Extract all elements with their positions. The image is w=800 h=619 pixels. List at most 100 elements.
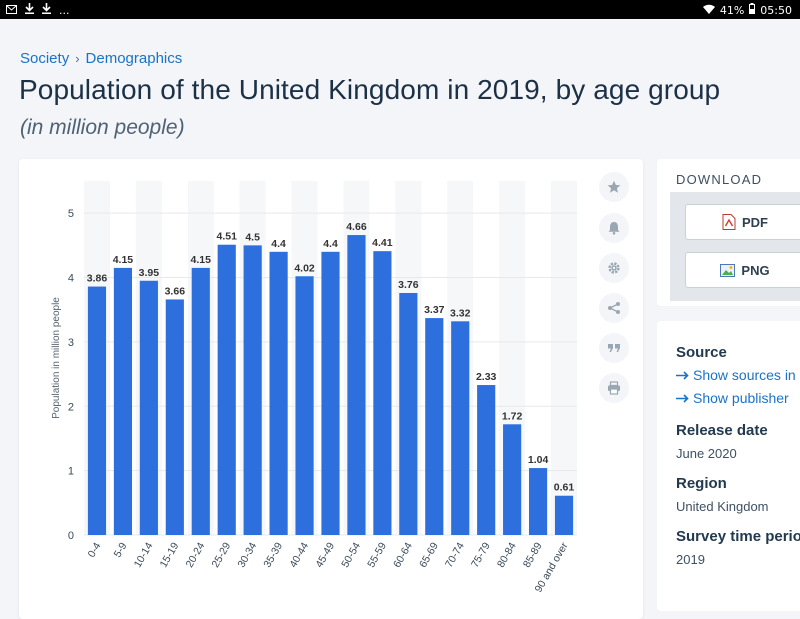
print-button[interactable] (599, 373, 629, 403)
download-icon (25, 3, 34, 17)
y-tick-label: 4 (68, 273, 74, 285)
image-file-icon (720, 263, 736, 277)
chart-card: 0 1 2 3 4 5 Population in million people 3.86 0-… (19, 159, 643, 619)
arrow-right-icon (676, 370, 689, 380)
bar (321, 251, 340, 536)
x-tick-label: 55-59 (365, 540, 389, 569)
battery-percent: 41% (719, 3, 745, 17)
region-heading: Region (676, 475, 727, 492)
x-tick-label: 25-29 (209, 540, 233, 569)
bar (554, 495, 574, 535)
bar-value-label: 4.51 (216, 231, 237, 243)
notification-button[interactable] (599, 213, 629, 243)
bar (373, 251, 392, 535)
page-subtitle: (in million people) (20, 116, 185, 139)
y-tick-label: 3 (68, 337, 74, 349)
bar-value-label: 1.72 (502, 410, 523, 422)
share-icon (608, 302, 620, 314)
x-tick-label: 60-64 (391, 540, 415, 569)
show-sources-label: Show sources in (693, 367, 796, 383)
star-icon (607, 180, 621, 193)
bar-value-label: 4.66 (346, 221, 367, 233)
bar (399, 292, 418, 535)
pdf-label: PDF (742, 214, 768, 230)
x-tick-label: 30-34 (235, 540, 259, 569)
download-title: DOWNLOAD (676, 172, 763, 187)
breadcrumb-society[interactable]: Society (20, 50, 70, 67)
bar (113, 267, 133, 535)
x-tick-label: 35-39 (261, 540, 285, 569)
status-bar: ... 41% 05:50 (0, 0, 800, 19)
download-icon (42, 3, 51, 17)
y-tick-label: 2 (68, 401, 74, 413)
y-tick-label: 5 (68, 208, 74, 220)
x-tick-label: 80-84 (495, 540, 519, 569)
bar (165, 299, 184, 535)
release-date-heading: Release date (676, 422, 768, 439)
settings-button[interactable] (599, 253, 629, 283)
more-icon: ... (59, 3, 70, 17)
x-tick-label: 40-44 (287, 540, 311, 569)
x-tick-label: 5-9 (112, 540, 130, 559)
bar-value-label: 4.02 (294, 262, 315, 274)
share-button[interactable] (599, 293, 629, 323)
y-tick-label: 1 (68, 466, 74, 478)
bar-value-label: 0.61 (554, 482, 575, 494)
battery-icon (749, 3, 756, 17)
column-shade (551, 181, 577, 535)
bell-icon (608, 222, 620, 235)
wifi-icon (702, 4, 715, 17)
png-label: PNG (741, 262, 770, 278)
cite-button[interactable] (599, 333, 629, 363)
x-tick-label: 50-54 (339, 540, 363, 569)
arrow-right-icon (676, 393, 689, 403)
info-card: Source Show sources in Show publisher Re… (657, 321, 800, 611)
breadcrumb-separator: › (75, 51, 80, 66)
print-icon (608, 381, 620, 395)
x-tick-label: 45-49 (313, 540, 337, 569)
source-heading: Source (676, 344, 727, 361)
bar (243, 245, 262, 535)
show-publisher-label: Show publisher (693, 390, 789, 406)
breadcrumb: Society › Demographics (20, 50, 182, 67)
breadcrumb-demographics[interactable]: Demographics (85, 50, 183, 67)
bar (477, 385, 496, 535)
bar-value-label: 3.86 (87, 273, 108, 285)
x-tick-label: 65-69 (417, 540, 441, 569)
bar-value-label: 4.4 (271, 238, 286, 250)
y-tick-label: 0 (68, 530, 74, 542)
bar (451, 321, 470, 535)
bar-chart: 0 1 2 3 4 5 Population in million people 3.86 0-… (51, 181, 577, 595)
download-card: DOWNLOAD PDF + PNG + (657, 159, 800, 306)
release-date-value: June 2020 (676, 446, 737, 461)
pdf-file-icon (722, 214, 736, 230)
survey-period-heading: Survey time perio (676, 528, 800, 545)
bar (528, 468, 548, 535)
bar-value-label: 4.41 (372, 237, 393, 249)
bar-value-label: 3.37 (424, 304, 445, 316)
bar (87, 286, 107, 535)
bar (425, 318, 444, 535)
page-title: Population of the United Kingdom in 2019… (19, 74, 721, 105)
bar (217, 244, 236, 535)
show-publisher-link[interactable]: Show publisher (676, 390, 789, 406)
bar (269, 251, 288, 536)
x-tick-label: 15-19 (158, 540, 182, 569)
bar-value-label: 3.32 (450, 307, 471, 319)
bar-value-label: 2.33 (476, 371, 497, 383)
bar-value-label: 4.4 (323, 238, 338, 250)
survey-period-value: 2019 (676, 552, 705, 567)
x-tick-label: 20-24 (184, 540, 208, 569)
quote-icon (608, 344, 620, 352)
bar-value-label: 4.15 (113, 254, 134, 266)
clock: 05:50 (760, 3, 792, 17)
mail-icon (6, 4, 17, 17)
download-png-button[interactable]: PNG (685, 252, 800, 288)
bar-value-label: 3.95 (139, 267, 160, 279)
favorite-button[interactable] (599, 172, 629, 202)
bar (191, 267, 210, 535)
bar-value-label: 4.5 (245, 231, 260, 243)
show-sources-link[interactable]: Show sources in (676, 367, 796, 383)
bar (347, 235, 366, 535)
download-pdf-button[interactable]: PDF (685, 204, 800, 240)
